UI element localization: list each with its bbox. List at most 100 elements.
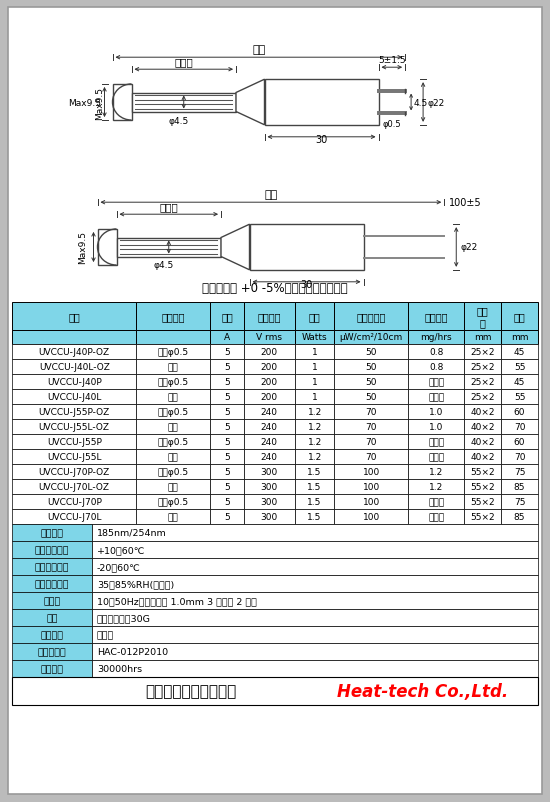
Text: 30000hrs: 30000hrs: [97, 664, 142, 673]
Bar: [210, 464, 244, 480]
Text: 無臭氧: 無臭氧: [428, 452, 444, 461]
Bar: [12, 643, 92, 660]
Text: 發射長: 發射長: [160, 202, 178, 212]
Text: UVCCU-J55P: UVCCU-J55P: [47, 437, 102, 447]
Bar: [244, 480, 295, 494]
Bar: [408, 464, 464, 480]
Text: 發射
長: 發射 長: [477, 306, 489, 327]
Bar: [210, 404, 244, 419]
Bar: [12, 302, 136, 330]
Text: 55: 55: [514, 363, 525, 371]
Text: 銷釘φ0.5: 銷釘φ0.5: [158, 497, 189, 506]
Text: 設計壽命: 設計壽命: [41, 664, 63, 673]
Text: UVCCU-J40P: UVCCU-J40P: [47, 378, 102, 387]
Text: Heat-tech Co.,Ltd.: Heat-tech Co.,Ltd.: [337, 683, 508, 700]
Bar: [334, 302, 408, 330]
Text: 200: 200: [261, 378, 278, 387]
Text: 5: 5: [224, 497, 230, 506]
Bar: [334, 390, 408, 404]
Bar: [501, 435, 538, 449]
Bar: [408, 302, 464, 330]
Bar: [12, 558, 92, 575]
Text: 85: 85: [514, 512, 525, 521]
Text: 30: 30: [315, 135, 328, 144]
Bar: [334, 359, 408, 375]
Text: 導線: 導線: [168, 452, 179, 461]
Text: 1.5: 1.5: [307, 482, 322, 492]
Text: 300: 300: [261, 512, 278, 521]
Bar: [334, 404, 408, 419]
Text: 防震: 防震: [46, 614, 58, 622]
Text: 1.5: 1.5: [307, 497, 322, 506]
Text: 無臭氧: 無臭氧: [428, 437, 444, 447]
Text: 自然落下　約30G: 自然落下 約30G: [97, 614, 151, 622]
Bar: [408, 359, 464, 375]
Text: 200: 200: [261, 347, 278, 357]
Bar: [408, 404, 464, 419]
Text: 逆變器: 逆變器: [97, 630, 114, 639]
Text: 1: 1: [312, 347, 317, 357]
Bar: [295, 390, 334, 404]
Bar: [295, 464, 334, 480]
Text: 5: 5: [224, 347, 230, 357]
Text: 55×2: 55×2: [471, 482, 495, 492]
Bar: [12, 592, 92, 610]
Text: 40×2: 40×2: [471, 452, 495, 461]
Bar: [97, 229, 117, 265]
Bar: [464, 390, 501, 404]
Bar: [464, 435, 501, 449]
Bar: [244, 330, 295, 345]
Bar: [501, 302, 538, 330]
Bar: [92, 626, 538, 643]
Bar: [210, 449, 244, 464]
Text: 100: 100: [362, 512, 380, 521]
Bar: [136, 359, 210, 375]
Text: mm: mm: [511, 333, 529, 342]
Bar: [136, 330, 210, 345]
Text: 10～50Hz　振動寬度 1.0mm 3 個方向 2 小時: 10～50Hz 振動寬度 1.0mm 3 個方向 2 小時: [97, 596, 257, 606]
Text: 發射波長: 發射波長: [41, 529, 63, 537]
Bar: [464, 359, 501, 375]
Bar: [501, 449, 538, 464]
Text: φ22: φ22: [427, 99, 444, 107]
Bar: [136, 390, 210, 404]
Text: 5: 5: [224, 423, 230, 431]
Text: 55×2: 55×2: [471, 497, 495, 506]
Bar: [295, 359, 334, 375]
Text: 4.5: 4.5: [413, 99, 427, 107]
Text: 1: 1: [312, 363, 317, 371]
Text: A: A: [224, 333, 230, 342]
Bar: [12, 359, 136, 375]
Text: 臭氧發生: 臭氧發生: [425, 312, 448, 322]
Text: 240: 240: [261, 407, 278, 416]
Bar: [501, 375, 538, 390]
Text: 型號: 型號: [68, 312, 80, 322]
Text: 40×2: 40×2: [471, 423, 495, 431]
Text: 5: 5: [224, 378, 230, 387]
Bar: [12, 494, 136, 509]
Bar: [92, 541, 538, 558]
Bar: [12, 464, 136, 480]
Bar: [464, 404, 501, 419]
Bar: [501, 404, 538, 419]
Text: 60: 60: [514, 437, 525, 447]
Bar: [464, 494, 501, 509]
Bar: [244, 419, 295, 435]
Bar: [464, 419, 501, 435]
Text: 45: 45: [514, 378, 525, 387]
Bar: [136, 302, 210, 330]
Bar: [12, 449, 136, 464]
Bar: [295, 480, 334, 494]
Text: 70: 70: [514, 452, 525, 461]
Bar: [464, 464, 501, 480]
Text: 100: 100: [362, 497, 380, 506]
Bar: [12, 480, 136, 494]
Bar: [12, 404, 136, 419]
Text: 銷釘φ0.5: 銷釘φ0.5: [158, 407, 189, 416]
Bar: [334, 464, 408, 480]
Text: 1.5: 1.5: [307, 512, 322, 521]
Bar: [334, 509, 408, 525]
Bar: [244, 464, 295, 480]
Text: 5: 5: [224, 512, 230, 521]
Bar: [295, 330, 334, 345]
